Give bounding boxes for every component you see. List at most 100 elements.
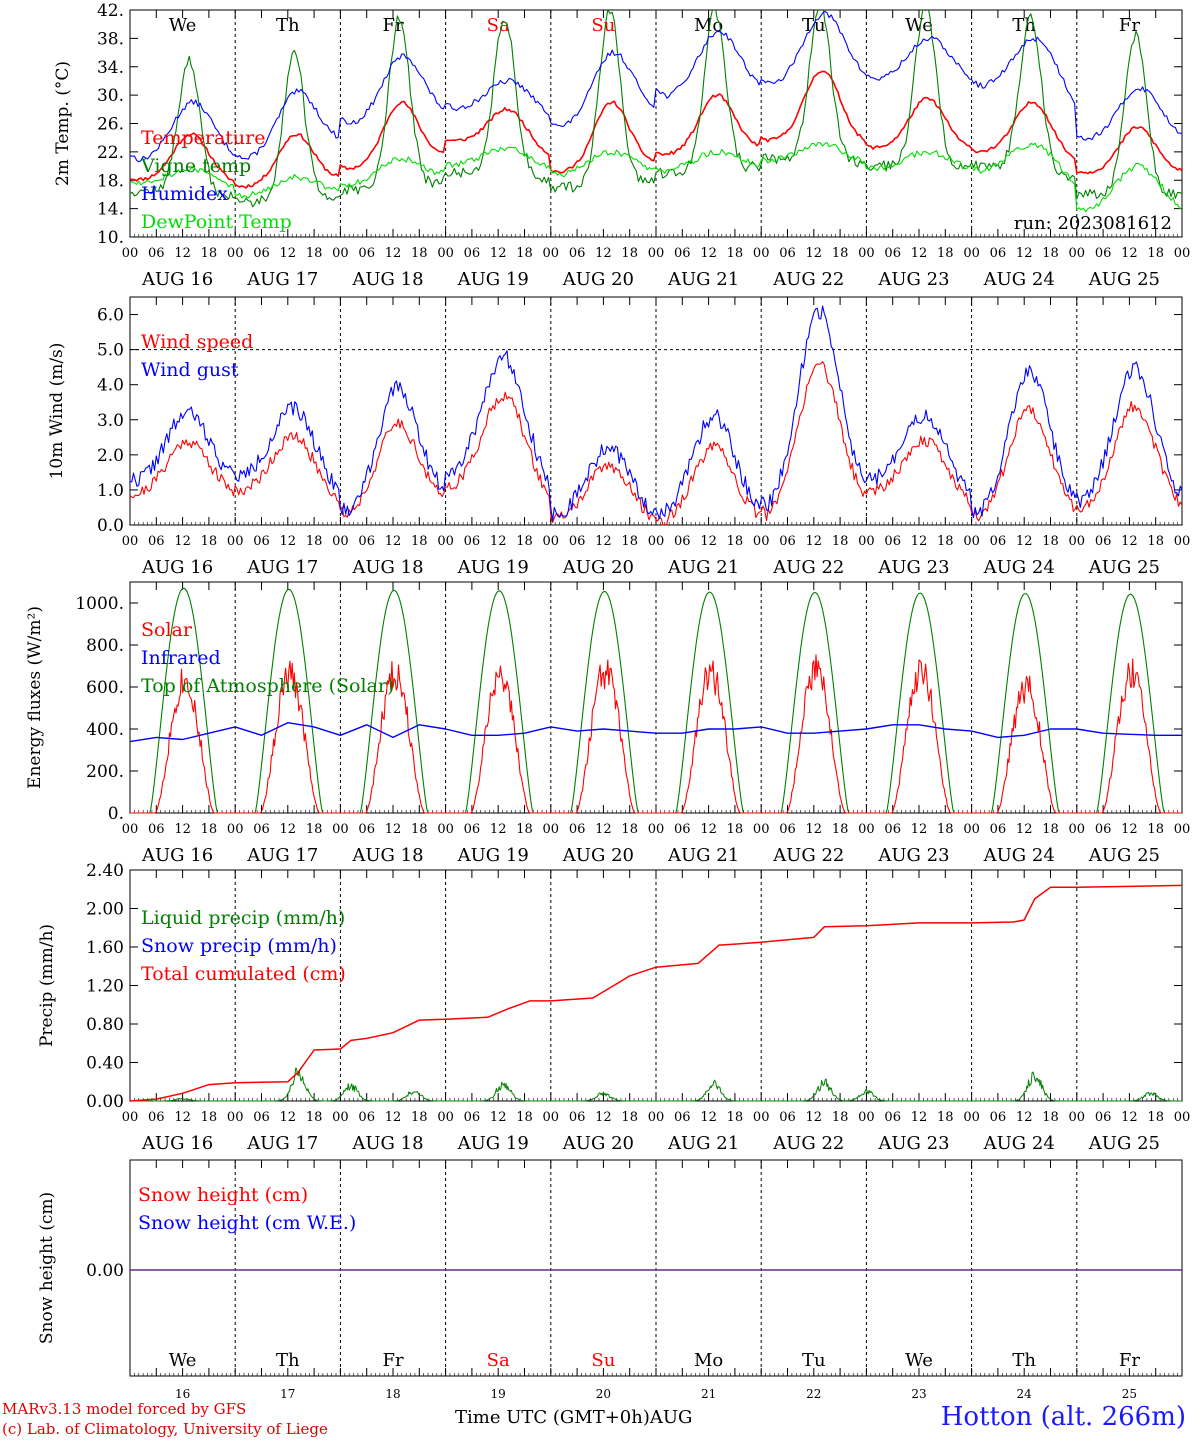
hour-tick-label: 12	[911, 822, 928, 837]
hour-tick-label: 06	[358, 822, 375, 837]
day-number-label: 23	[911, 1387, 926, 1401]
day-number-label: 19	[491, 1387, 506, 1401]
y-tick-label: 3.0	[97, 411, 124, 431]
y-tick-label: 0.00	[86, 1092, 124, 1112]
hour-tick-label: 18	[621, 822, 638, 837]
y-tick-label: 22.	[97, 143, 124, 163]
hour-tick-label: 06	[464, 822, 481, 837]
y-tick-label: 38.	[97, 29, 124, 49]
hour-tick-label: 06	[464, 534, 481, 549]
day-number-label: 18	[385, 1387, 400, 1401]
date-label: AUG 19	[457, 557, 529, 578]
hour-tick-label: 06	[253, 822, 270, 837]
hour-tick-label: 06	[148, 822, 165, 837]
hour-tick-label: 00	[332, 534, 349, 549]
weekday-label: Su	[591, 15, 615, 36]
date-label: AUG 23	[877, 1133, 949, 1154]
y-tick-label: 34.	[97, 58, 124, 78]
series-liquid-precip	[130, 1067, 1182, 1102]
hour-tick-label: 00	[1174, 534, 1191, 549]
day-number-label: 20	[596, 1387, 611, 1401]
hour-tick-label: 12	[806, 246, 823, 261]
y-tick-label: 600.	[86, 678, 124, 698]
hour-tick-label: 12	[280, 1110, 297, 1125]
date-label: AUG 25	[1088, 1133, 1160, 1154]
credit-line-2: (c) Lab. of Climatology, University of L…	[2, 1420, 328, 1438]
hour-tick-label: 18	[201, 822, 218, 837]
weekday-label: Tu	[802, 15, 826, 36]
date-label: AUG 24	[983, 1133, 1055, 1154]
date-label: AUG 16	[141, 845, 213, 866]
hour-tick-label: 12	[595, 822, 612, 837]
weekday-label: Su	[591, 1350, 615, 1371]
hour-tick-label: 00	[858, 822, 875, 837]
hour-tick-label: 00	[227, 1110, 244, 1125]
hour-tick-label: 06	[884, 534, 901, 549]
hour-tick-label: 12	[911, 534, 928, 549]
date-label: AUG 24	[983, 269, 1055, 290]
legend-entry: Wind gust	[141, 359, 239, 381]
hour-tick-label: 18	[937, 534, 954, 549]
hour-tick-label: 18	[832, 822, 849, 837]
y-tick-label: 1.20	[86, 977, 124, 997]
date-label: AUG 23	[877, 845, 949, 866]
day-number-label: 25	[1122, 1387, 1137, 1401]
series-humidex	[130, 10, 1182, 163]
hour-tick-label: 18	[201, 246, 218, 261]
date-label: AUG 25	[1088, 269, 1160, 290]
hour-tick-label: 12	[911, 246, 928, 261]
day-number-label: 21	[701, 1387, 716, 1401]
series-vigne-temp	[130, 10, 1182, 208]
hour-tick-label: 12	[806, 1110, 823, 1125]
weekday-label: Fr	[1119, 1350, 1140, 1371]
date-label: AUG 17	[246, 557, 318, 578]
hour-tick-label: 06	[884, 1110, 901, 1125]
hour-tick-label: 06	[1095, 822, 1112, 837]
hour-tick-label: 12	[1016, 246, 1033, 261]
hour-tick-label: 12	[385, 822, 402, 837]
hour-tick-label: 06	[253, 1110, 270, 1125]
date-label: AUG 22	[772, 845, 844, 866]
hour-tick-label: 18	[306, 822, 323, 837]
weekday-label: Th	[1012, 1350, 1036, 1371]
hour-tick-label: 00	[437, 246, 454, 261]
time-axis-title: Time UTC (GMT+0h)AUG	[455, 1407, 692, 1428]
date-label: AUG 22	[772, 1133, 844, 1154]
date-label: AUG 18	[351, 557, 423, 578]
day-number-label: 22	[806, 1387, 821, 1401]
series-temperature	[130, 70, 1182, 189]
hour-tick-label: 00	[753, 1110, 770, 1125]
panel-2: 10m Wind (m/s) 00 06 12 18 00 06 12 18 00 06 12 18 00…	[47, 296, 1191, 578]
hour-tick-label: 00	[1174, 246, 1191, 261]
legend-entry: Liquid precip (mm/h)	[141, 907, 345, 929]
date-label: AUG 25	[1088, 557, 1160, 578]
y-tick-label: 18.	[97, 171, 124, 191]
weekday-label: We	[169, 15, 197, 36]
hour-tick-label: 18	[937, 822, 954, 837]
hour-tick-label: 12	[490, 534, 507, 549]
location-label: Hotton (alt. 266m)	[940, 1402, 1186, 1432]
hour-tick-label: 00	[1069, 1110, 1086, 1125]
y-tick-label: 42.	[97, 1, 124, 21]
hour-tick-label: 06	[674, 534, 691, 549]
series-solar	[130, 654, 1182, 814]
legend-entry: Solar	[141, 619, 193, 641]
hour-tick-label: 18	[516, 822, 533, 837]
hour-tick-label: 18	[306, 1110, 323, 1125]
weekday-label: Th	[276, 15, 300, 36]
hour-tick-label: 00	[332, 246, 349, 261]
hour-tick-label: 00	[753, 534, 770, 549]
hour-tick-label: 06	[148, 1110, 165, 1125]
hour-tick-label: 06	[569, 1110, 586, 1125]
hour-tick-label: 00	[648, 246, 665, 261]
date-label: AUG 25	[1088, 845, 1160, 866]
date-label: AUG 21	[667, 557, 739, 578]
hour-tick-label: 12	[1121, 534, 1138, 549]
hour-tick-label: 00	[648, 1110, 665, 1125]
y-tick-label: 30.	[97, 86, 124, 106]
hour-tick-label: 06	[358, 246, 375, 261]
hour-tick-label: 12	[174, 534, 191, 549]
hour-tick-label: 06	[569, 246, 586, 261]
hour-tick-label: 12	[806, 534, 823, 549]
hour-tick-label: 00	[227, 246, 244, 261]
